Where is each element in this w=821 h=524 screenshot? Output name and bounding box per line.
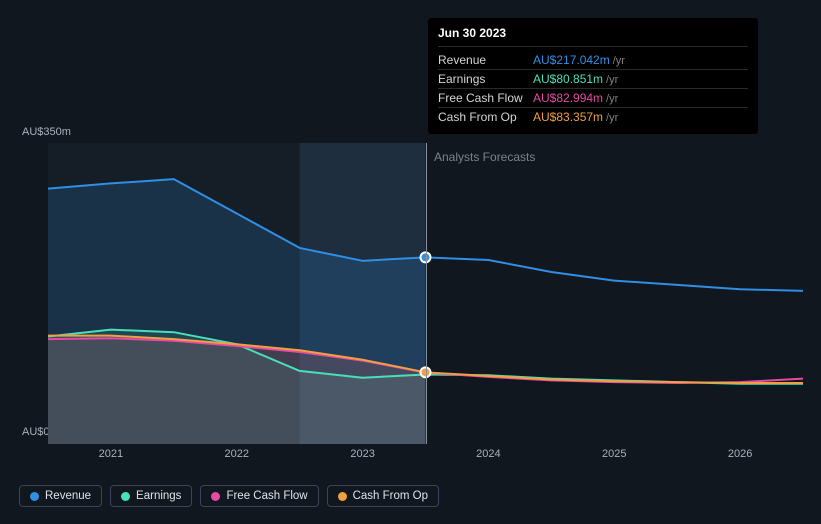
tooltip-unit: /yr — [613, 55, 625, 67]
legend-label: Free Cash Flow — [226, 490, 307, 502]
legend-dot — [211, 492, 220, 501]
x-axis-tick: 2025 — [602, 448, 626, 460]
tooltip-value: AU$80.851m — [533, 72, 603, 86]
chart-legend: Revenue Earnings Free Cash Flow Cash Fro… — [19, 485, 439, 507]
y-axis-tick-max: AU$350m — [22, 126, 71, 138]
tooltip-row-earnings: Earnings AU$80.851m /yr — [438, 70, 748, 89]
tooltip-row-cfo: Cash From Op AU$83.357m /yr — [438, 108, 748, 126]
x-axis-tick: 2026 — [728, 448, 752, 460]
legend-dot — [121, 492, 130, 501]
x-axis-tick: 2024 — [476, 448, 500, 460]
y-axis-tick-min: AU$0 — [22, 426, 50, 438]
tooltip-unit: /yr — [606, 93, 618, 105]
tooltip-unit: /yr — [606, 112, 618, 124]
legend-item-cfo[interactable]: Cash From Op — [327, 485, 439, 507]
tooltip-value: AU$82.994m — [533, 91, 603, 105]
tooltip-row-revenue: Revenue AU$217.042m /yr — [438, 51, 748, 70]
tooltip-label: Revenue — [438, 53, 533, 67]
legend-item-fcf[interactable]: Free Cash Flow — [200, 485, 318, 507]
x-axis-tick: 2021 — [99, 448, 123, 460]
legend-label: Cash From Op — [353, 490, 428, 502]
legend-label: Revenue — [45, 490, 91, 502]
legend-item-earnings[interactable]: Earnings — [110, 485, 192, 507]
tooltip-value: AU$83.357m — [533, 110, 603, 124]
legend-dot — [338, 492, 347, 501]
legend-dot — [30, 492, 39, 501]
tooltip-value: AU$217.042m — [533, 53, 610, 67]
x-axis-tick: 2023 — [350, 448, 374, 460]
tooltip-label: Earnings — [438, 72, 533, 86]
tooltip-date: Jun 30 2023 — [438, 26, 748, 47]
tooltip-unit: /yr — [606, 74, 618, 86]
tooltip-row-fcf: Free Cash Flow AU$82.994m /yr — [438, 89, 748, 108]
legend-label: Earnings — [136, 490, 181, 502]
x-axis-tick: 2022 — [225, 448, 249, 460]
chart-tooltip: Jun 30 2023 Revenue AU$217.042m /yr Earn… — [428, 18, 758, 134]
legend-item-revenue[interactable]: Revenue — [19, 485, 102, 507]
tooltip-label: Free Cash Flow — [438, 91, 533, 105]
tooltip-label: Cash From Op — [438, 110, 533, 124]
past-forecast-divider — [426, 143, 427, 444]
